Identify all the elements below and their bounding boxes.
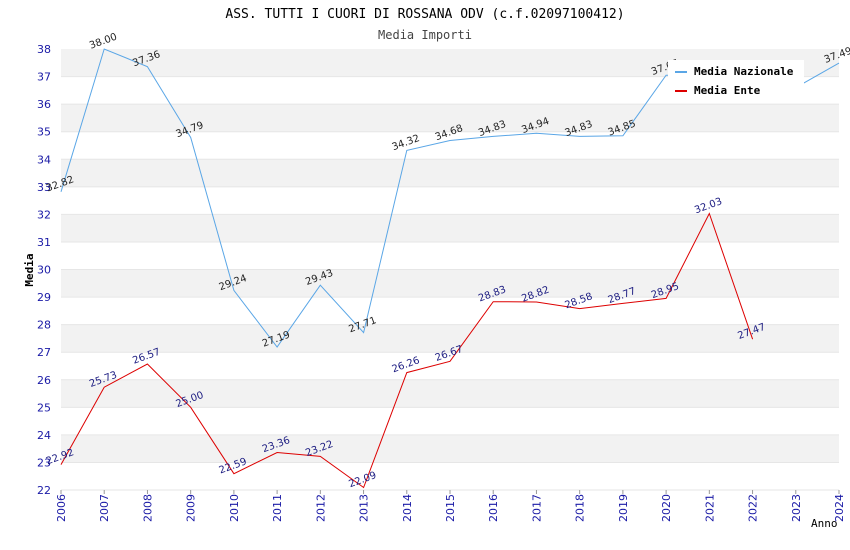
x-tick-label: 2014 — [401, 494, 414, 522]
y-tick-label: 32 — [37, 208, 51, 221]
x-tick-label: 2012 — [314, 494, 327, 522]
data-label: 32.82 — [45, 174, 76, 194]
y-axis-label: Media — [23, 253, 36, 286]
x-axis-ticks: 2006 2007 2008 2009 2010 2011 2012 2013 2014 2015… — [55, 490, 846, 522]
y-tick-label: 22 — [37, 484, 51, 497]
data-label: 26.26 — [391, 355, 422, 375]
y-axis-ticks: 22 23 24 25 26 27 28 29 30 31 32 33 34 35 36 37 38 — [37, 43, 51, 497]
grid-band — [61, 379, 839, 408]
y-tick-label: 38 — [37, 43, 51, 56]
x-tick-label: 2007 — [98, 494, 111, 522]
y-tick-label: 26 — [37, 374, 51, 387]
legend: Media Nazionale Media Ente — [668, 60, 804, 100]
chart-title: ASS. TUTTI I CUORI DI ROSSANA ODV (c.f.0… — [225, 7, 624, 22]
y-tick-label: 25 — [37, 401, 51, 414]
y-tick-label: 23 — [37, 456, 51, 469]
x-tick-label: 2023 — [790, 494, 803, 522]
x-tick-label: 2009 — [185, 494, 198, 522]
x-tick-label: 2022 — [747, 494, 760, 522]
x-tick-label: 2024 — [833, 494, 846, 522]
y-tick-label: 36 — [37, 98, 51, 111]
grid-band — [61, 214, 839, 242]
x-tick-label: 2013 — [358, 494, 371, 522]
legend-label-nazionale: Media Nazionale — [694, 65, 794, 78]
y-tick-label: 34 — [37, 153, 51, 166]
x-tick-label: 2020 — [660, 494, 673, 522]
data-labels: 32.8238.0037.3634.7929.2427.1929.4327.71… — [45, 32, 850, 491]
x-tick-label: 2011 — [271, 494, 284, 522]
grid-band — [61, 159, 839, 187]
y-tick-label: 30 — [37, 264, 51, 277]
x-tick-label: 2015 — [444, 494, 457, 522]
x-tick-label: 2016 — [487, 494, 500, 522]
data-label: 34.32 — [391, 133, 422, 153]
grid-band — [61, 324, 839, 353]
x-tick-label: 2017 — [530, 494, 543, 522]
x-tick-label: 2021 — [703, 494, 716, 522]
y-tick-label: 28 — [37, 319, 51, 332]
series-line-1 — [60, 212, 754, 489]
x-tick-label: 2010 — [228, 494, 241, 522]
y-tick-label: 35 — [37, 126, 51, 139]
grid-band — [61, 104, 839, 132]
x-axis-label: Anno — [811, 517, 838, 530]
data-label: 32.03 — [693, 196, 724, 216]
y-tick-label: 24 — [37, 429, 51, 442]
x-tick-label: 2008 — [141, 494, 154, 522]
y-tick-label: 29 — [37, 291, 51, 304]
grid-band — [61, 269, 839, 298]
chart-subtitle: Media Importi — [378, 28, 472, 42]
legend-background — [668, 60, 804, 100]
grid-bands — [61, 49, 839, 491]
legend-label-ente: Media Ente — [694, 84, 761, 97]
y-tick-label: 27 — [37, 346, 51, 359]
data-label: 38.00 — [88, 32, 119, 52]
y-tick-label: 37 — [37, 71, 51, 84]
y-tick-label: 33 — [37, 181, 51, 194]
x-tick-label: 2018 — [574, 494, 587, 522]
data-label: 22.92 — [45, 447, 76, 467]
grid-band — [61, 434, 839, 463]
y-tick-label: 31 — [37, 236, 51, 249]
x-tick-label: 2019 — [617, 494, 630, 522]
x-tick-label: 2006 — [55, 494, 68, 522]
